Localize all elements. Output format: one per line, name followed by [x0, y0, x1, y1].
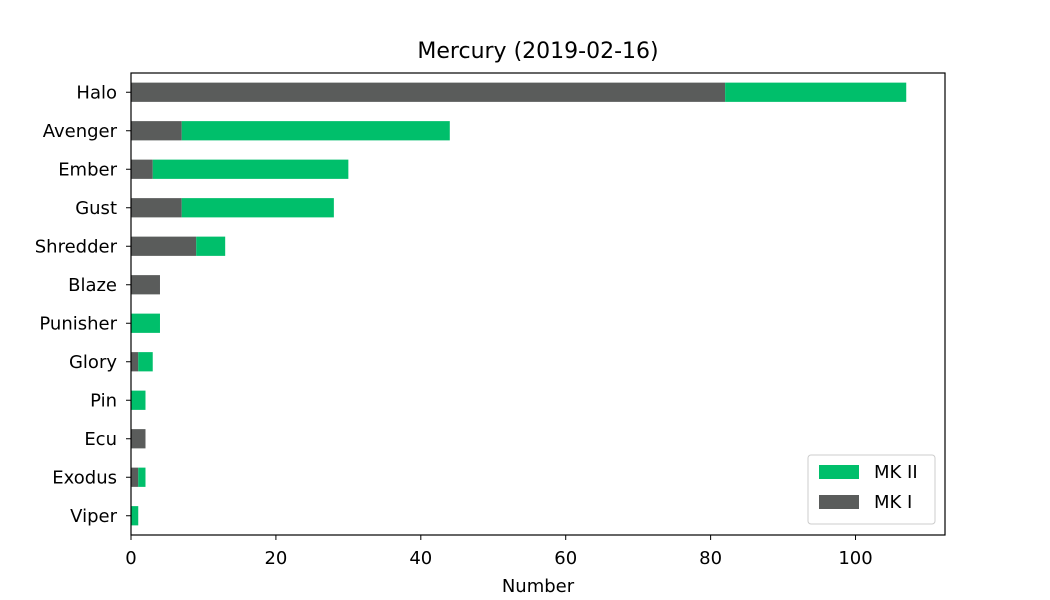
legend-label: MK II	[874, 462, 918, 483]
bar-gust-series-0	[131, 198, 182, 218]
y-tick-label: Ember	[58, 159, 117, 180]
chart-title: Mercury (2019-02-16)	[417, 39, 658, 64]
x-tick-label: 20	[264, 548, 287, 569]
bar-ecu-series-0	[131, 429, 146, 449]
x-tick-label: 60	[554, 548, 577, 569]
y-tick-label: Gust	[75, 198, 117, 219]
y-tick-label: Exodus	[52, 467, 117, 488]
legend-label: MK I	[874, 492, 912, 513]
y-axis: Halo Avenger Ember Gust Shredder Blaze Punishe…	[35, 82, 131, 527]
legend-swatch	[819, 495, 859, 509]
y-tick-label: Blaze	[68, 275, 117, 296]
bar-exodus-series-1	[138, 467, 146, 487]
bar-viper-series-1	[131, 506, 139, 526]
y-tick-label: Pin	[90, 390, 117, 411]
x-axis: 0 20 40 60 80 100	[125, 535, 873, 569]
bar-shredder-series-1	[196, 236, 226, 256]
legend: MK II MK I	[807, 454, 936, 525]
y-tick-label: Punisher	[39, 313, 117, 334]
bar-shredder-series-0	[131, 236, 197, 256]
bar-ember-series-0	[131, 159, 153, 179]
x-tick-label: 100	[838, 548, 872, 569]
bars-group	[131, 82, 907, 526]
x-tick-label: 80	[699, 548, 722, 569]
bar-pin-series-1	[131, 390, 146, 410]
plot-frame	[130, 72, 946, 536]
bar-halo-series-0	[131, 82, 726, 102]
bar-exodus-series-0	[131, 467, 139, 487]
x-tick-label: 0	[125, 548, 136, 569]
x-axis-label: Number	[502, 576, 575, 597]
y-tick-label: Glory	[69, 352, 117, 373]
bar-avenger-series-1	[181, 121, 450, 141]
y-tick-label: Halo	[76, 82, 117, 103]
bar-blaze-series-0	[131, 275, 160, 295]
y-tick-label: Shredder	[35, 236, 118, 257]
y-tick-label: Ecu	[84, 429, 117, 450]
bar-avenger-series-0	[131, 121, 182, 141]
bar-glory-series-1	[138, 352, 153, 372]
bar-halo-series-1	[725, 82, 907, 102]
legend-swatch	[819, 465, 859, 479]
bar-punisher-series-1	[131, 313, 160, 333]
bar-glory-series-0	[131, 352, 139, 372]
bar-gust-series-1	[181, 198, 334, 218]
x-tick-label: 40	[409, 548, 432, 569]
y-tick-label: Viper	[70, 506, 117, 527]
y-tick-label: Avenger	[43, 121, 118, 142]
bar-ember-series-1	[152, 159, 349, 179]
